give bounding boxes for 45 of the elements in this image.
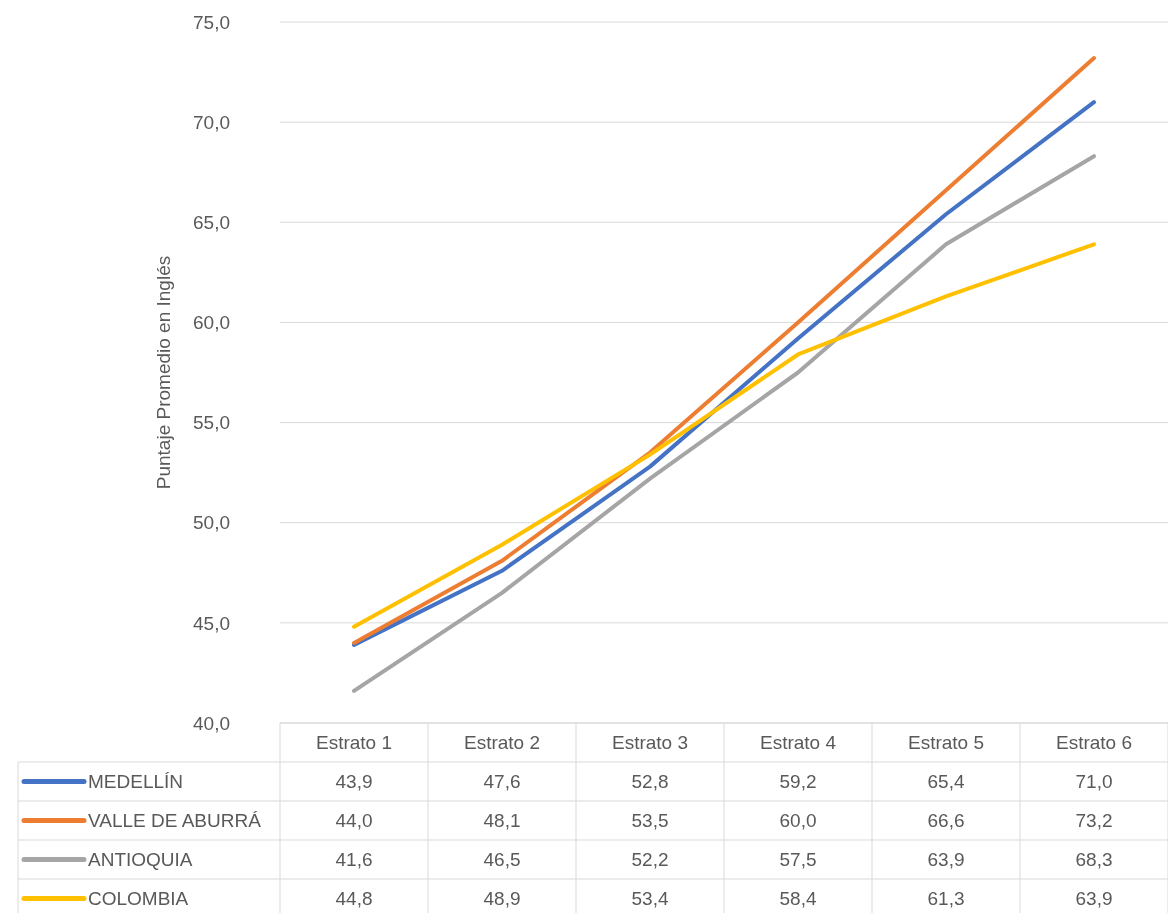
data-label: 53,5	[631, 810, 669, 832]
data-label: 53,4	[631, 888, 669, 910]
data-label: 52,2	[631, 849, 669, 871]
y-tick-label: 40,0	[193, 712, 230, 734]
data-label: 43,9	[335, 771, 373, 793]
data-label: 59,2	[779, 771, 817, 793]
x-tick-label: Estrato 2	[463, 732, 541, 754]
data-label: 66,6	[927, 810, 965, 832]
y-tick-label: 70,0	[193, 111, 230, 133]
data-label: 44,0	[335, 810, 373, 832]
data-label: 61,3	[927, 888, 965, 910]
y-tick-label: 75,0	[193, 11, 230, 33]
data-label: 47,6	[483, 771, 521, 793]
y-tick-label: 65,0	[193, 211, 230, 233]
data-label: 44,8	[335, 888, 373, 910]
x-tick-label: Estrato 3	[611, 732, 689, 754]
legend-label: VALLE DE ABURRÁ	[88, 810, 262, 832]
data-label: 46,5	[483, 849, 521, 871]
line-series	[352, 154, 1096, 693]
data-label: 71,0	[1075, 771, 1113, 793]
legend-label: COLOMBIA	[88, 888, 189, 910]
y-tick-label: 60,0	[193, 312, 230, 334]
data-label: 48,9	[483, 888, 521, 910]
line-series	[352, 242, 1096, 629]
data-label: 63,9	[927, 849, 965, 871]
data-label: 65,4	[927, 771, 965, 793]
data-label: 63,9	[1075, 888, 1113, 910]
y-tick-label: 55,0	[193, 412, 230, 434]
data-label: 73,2	[1075, 810, 1113, 832]
x-tick-label: Estrato 6	[1055, 732, 1133, 754]
legend-label: MEDELLÍN	[88, 771, 184, 793]
data-label: 48,1	[483, 810, 521, 832]
y-tick-label: 45,0	[193, 612, 230, 634]
legend-label: ANTIOQUIA	[88, 849, 193, 871]
x-tick-label: Estrato 4	[759, 732, 837, 754]
data-label: 58,4	[779, 888, 817, 910]
data-label: 57,5	[779, 849, 817, 871]
y-tick-label: 50,0	[193, 512, 230, 534]
x-tick-label: Estrato 1	[315, 732, 393, 754]
data-label: 52,8	[631, 771, 669, 793]
y-axis-title: Puntaje Promedio en Inglés	[153, 255, 174, 490]
data-label: 60,0	[779, 810, 817, 832]
data-label: 41,6	[335, 849, 373, 871]
x-tick-label: Estrato 5	[907, 732, 985, 754]
data-label: 68,3	[1075, 849, 1113, 871]
